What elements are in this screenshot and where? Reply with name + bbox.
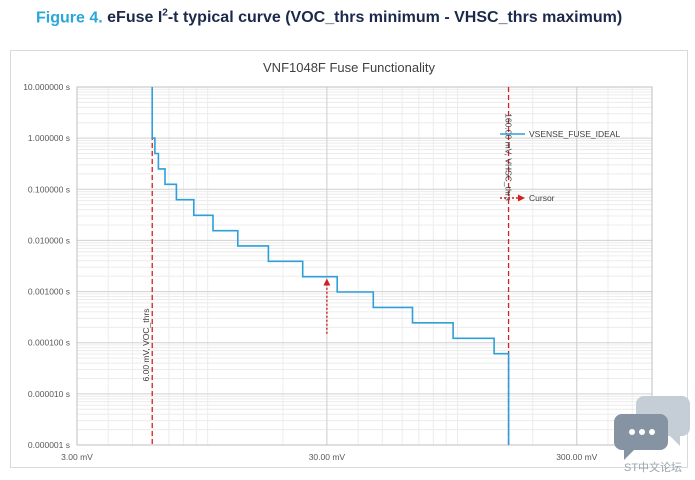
y-tick-label: 0.000100 s — [28, 338, 70, 348]
threshold-label: 6.00 mV, VOC_thrs — [141, 309, 151, 382]
x-tick-label: 300.00 mV — [556, 452, 597, 462]
legend-label-cursor: Cursor — [529, 193, 555, 203]
chart-frame — [10, 50, 688, 468]
y-tick-label: 1.000000 s — [28, 133, 70, 143]
watermark-text: ST中文论坛 — [624, 462, 683, 474]
y-tick-label: 0.000001 s — [28, 440, 70, 450]
y-tick-label: 10.000000 s — [23, 82, 70, 92]
cursor-arrowhead — [323, 278, 331, 286]
cursor-layer — [323, 278, 331, 334]
chat-bubbles-icon — [614, 394, 692, 474]
axes: 10.000000 s 1.000000 s 0.100000 s 0.010000 … — [23, 82, 653, 462]
grid — [76, 86, 653, 446]
figure-title-pre: eFuse I — [107, 9, 163, 27]
y-tick-label: 0.010000 s — [28, 235, 70, 245]
figure-title-sup: 2 — [162, 8, 168, 19]
series-line — [151, 87, 510, 445]
threshold-label: 160.00 mV, VHSC_thrs — [504, 113, 514, 201]
figure-title: Figure 4. eFuse I2-t typical curve (VOC_… — [36, 8, 622, 27]
y-tick-label: 0.001000 s — [28, 287, 70, 297]
legend: VSENSE_FUSE_IDEAL Cursor — [500, 129, 620, 203]
figure-title-post: -t typical curve (VOC_thrs minimum - VHS… — [167, 9, 623, 27]
legend-cursor-arrowhead — [518, 194, 525, 202]
series-layer — [151, 87, 510, 445]
figure-title-text: eFuse I2-t typical curve (VOC_thrs minim… — [107, 8, 623, 27]
chart-title: VNF1048F Fuse Functionality — [263, 60, 435, 75]
y-tick-label: 0.000010 s — [28, 389, 70, 399]
x-tick-label: 30.00 mV — [309, 452, 346, 462]
figure-number: Figure 4. — [36, 9, 103, 27]
plot-area-border — [76, 86, 653, 446]
x-tick-label: 3.00 mV — [61, 452, 93, 462]
y-tick-label: 0.100000 s — [28, 184, 70, 194]
legend-label-series: VSENSE_FUSE_IDEAL — [529, 129, 620, 139]
